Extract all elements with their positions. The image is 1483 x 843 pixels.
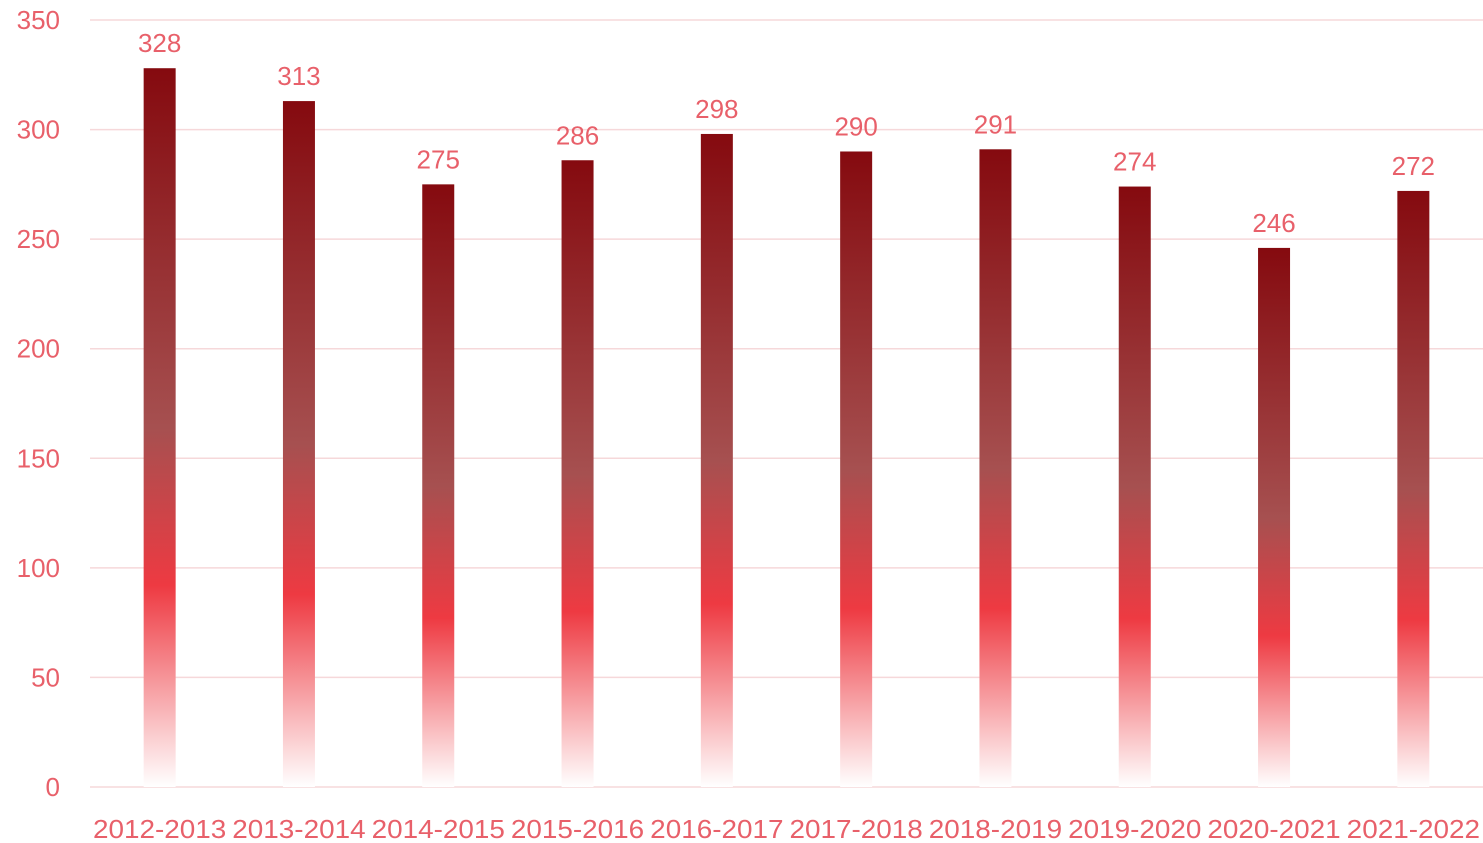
y-tick-label: 350 [17,5,60,35]
x-category-label: 2020-2021 [1207,814,1340,843]
data-label: 328 [138,28,181,58]
x-axis-category-labels: 2012-2013 2013-2014 2014-2015 2015-2016 2016… [93,814,1480,843]
y-tick-label: 150 [17,443,60,473]
data-label: 275 [417,144,460,174]
data-label: 246 [1252,208,1295,238]
x-category-label: 2016-2017 [650,814,783,843]
y-tick-label: 0 [46,772,60,802]
x-category-label: 2014-2015 [372,814,505,843]
bar-2020-2021 [1258,247,1291,787]
data-label: 298 [695,94,738,124]
x-category-label: 2017-2018 [790,814,923,843]
bar-2012-2013 [143,68,176,787]
x-category-label: 2013-2014 [232,814,365,843]
bar-2014-2015 [422,184,455,787]
bar-2013-2014 [282,101,315,787]
data-label: 290 [834,111,877,141]
y-tick-label: 300 [17,115,60,145]
x-category-label: 2019-2020 [1068,814,1201,843]
bar-2019-2020 [1118,186,1151,787]
data-label: 286 [556,120,599,150]
x-category-label: 2018-2019 [929,814,1062,843]
bar-2017-2018 [840,151,873,787]
bars [143,68,1430,788]
bar-2018-2019 [979,149,1012,787]
y-tick-label: 100 [17,553,60,583]
bar-2021-2022 [1397,190,1430,788]
x-category-label: 2015-2016 [511,814,644,843]
x-category-label: 2021-2022 [1347,814,1480,843]
y-axis-tick-labels: 0 50 100 150 200 250 300 350 [17,5,60,802]
bar-2016-2017 [700,133,733,787]
gridlines [90,19,1483,788]
data-labels: 328 313 275 286 298 290 291 274 246 272 [138,28,1435,238]
y-tick-label: 200 [17,334,60,364]
data-label: 313 [277,61,320,91]
data-label: 274 [1113,147,1156,177]
y-tick-label: 250 [17,224,60,254]
y-tick-label: 50 [31,662,60,692]
data-label: 272 [1392,151,1435,181]
x-category-label: 2012-2013 [93,814,226,843]
bar-2015-2016 [561,160,594,787]
data-label: 291 [974,109,1017,139]
